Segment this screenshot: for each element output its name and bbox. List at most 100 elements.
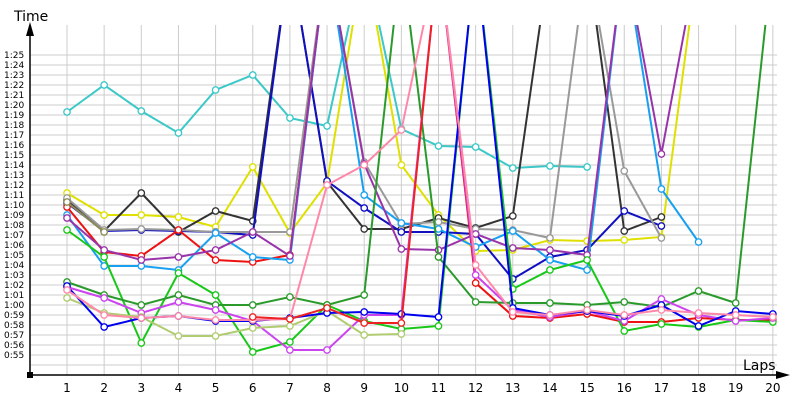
data-point-marker — [397, 245, 406, 253]
y-tick-label: 1:12 — [4, 181, 24, 191]
y-tick-label: 1:14 — [4, 161, 24, 171]
series-line — [66, 25, 773, 354]
y-tick-labels: 0:550:560:570:580:591:001:011:021:031:04… — [4, 51, 24, 361]
y-tick-label: 1:22 — [4, 81, 24, 91]
y-tick-label: 1:02 — [4, 281, 24, 291]
y-tick-label: 1:05 — [4, 251, 24, 261]
data-point-marker — [360, 225, 369, 233]
data-point-marker — [620, 311, 629, 319]
data-point-marker — [397, 219, 406, 227]
data-point-marker — [434, 322, 443, 330]
data-point-marker — [508, 227, 517, 235]
series-olive — [63, 198, 109, 236]
data-point-marker — [286, 114, 294, 122]
x-tick-label: 2 — [100, 381, 108, 395]
data-point-marker — [211, 256, 220, 264]
series-line — [66, 201, 105, 233]
data-point-marker — [174, 312, 183, 320]
data-point-marker — [583, 306, 591, 314]
data-point-marker — [583, 266, 591, 274]
data-point-marker — [471, 298, 480, 306]
data-point-marker — [137, 189, 146, 197]
data-point-marker — [397, 319, 406, 327]
y-axis-arrow-icon — [26, 22, 34, 36]
series-lines — [63, 25, 777, 356]
data-point-marker — [397, 228, 406, 236]
y-tick-label: 1:16 — [4, 141, 24, 151]
data-point-marker — [620, 167, 629, 175]
data-point-marker — [286, 322, 294, 330]
x-tick-labels: 1 2 3 4 5 6 7 8 9 10 11 12 13 14 15 16 17 18 19 20 — [63, 381, 780, 395]
data-point-marker — [546, 299, 554, 307]
y-tick-label: 1:13 — [4, 171, 24, 181]
data-point-marker — [211, 86, 220, 94]
data-point-marker — [286, 252, 294, 260]
x-tick-label: 8 — [323, 381, 331, 395]
origin-marker — [27, 372, 33, 378]
x-tick-label: 3 — [137, 381, 145, 395]
x-tick-label: 12 — [468, 381, 483, 395]
data-point-marker — [397, 126, 406, 134]
x-tick-label: 20 — [765, 381, 780, 395]
data-point-marker — [63, 198, 71, 206]
data-point-marker — [546, 311, 554, 319]
data-point-marker — [434, 313, 443, 321]
data-point-marker — [434, 142, 443, 150]
data-point-marker — [248, 228, 257, 236]
data-point-marker — [286, 346, 294, 354]
data-point-marker — [471, 271, 480, 279]
data-point-marker — [211, 316, 220, 324]
y-tick-label: 0:58 — [4, 321, 24, 331]
data-point-marker — [211, 229, 220, 237]
series-line — [66, 25, 691, 253]
data-point-marker — [211, 207, 220, 215]
x-axis-title: Laps — [743, 358, 776, 374]
y-tick-label: 1:25 — [4, 51, 24, 61]
data-point-marker — [100, 211, 109, 219]
data-point-marker — [620, 207, 629, 215]
data-point-marker — [360, 331, 369, 339]
x-tick-label: 17 — [654, 381, 669, 395]
data-point-marker — [508, 308, 517, 316]
data-point-marker — [248, 348, 257, 356]
y-tick-label: 1:24 — [4, 61, 24, 71]
data-point-marker — [174, 226, 183, 234]
data-point-marker — [100, 81, 109, 89]
data-point-marker — [546, 246, 554, 254]
data-point-marker — [137, 301, 146, 309]
series-line — [66, 25, 773, 323]
data-point-marker — [211, 246, 220, 254]
data-point-marker — [248, 313, 257, 321]
series-line — [66, 25, 773, 321]
data-point-marker — [174, 213, 183, 221]
y-tick-label: 1:23 — [4, 71, 24, 81]
data-point-marker — [657, 213, 666, 221]
y-tick-label: 1:15 — [4, 151, 24, 161]
data-point-marker — [174, 332, 183, 340]
data-point-marker — [508, 244, 517, 252]
y-tick-label: 0:57 — [4, 331, 24, 341]
data-point-marker — [360, 204, 369, 212]
data-point-marker — [137, 256, 146, 264]
data-point-marker — [657, 185, 666, 193]
x-tick-label: 15 — [579, 381, 594, 395]
y-tick-label: 1:18 — [4, 121, 24, 131]
data-point-marker — [620, 236, 629, 244]
series-line — [66, 25, 687, 262]
data-point-marker — [286, 338, 294, 346]
data-point-marker — [174, 129, 183, 137]
data-point-marker — [63, 108, 71, 116]
data-point-marker — [360, 161, 369, 169]
y-tick-label: 1:21 — [4, 91, 24, 101]
y-tick-label: 0:55 — [4, 351, 24, 361]
x-tick-label: 9 — [360, 381, 368, 395]
data-point-marker — [508, 164, 517, 172]
y-tick-label: 1:03 — [4, 271, 24, 281]
data-point-marker — [471, 143, 480, 151]
data-point-marker — [100, 311, 109, 319]
data-point-marker — [360, 319, 369, 327]
data-point-marker — [657, 222, 666, 230]
data-point-marker — [434, 253, 443, 261]
data-point-marker — [248, 163, 257, 171]
